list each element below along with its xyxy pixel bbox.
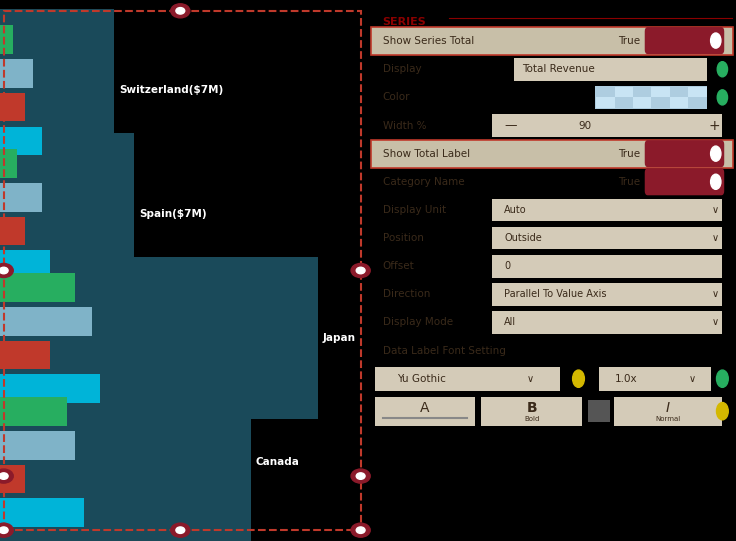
Text: 0: 0 — [504, 261, 510, 271]
Text: A: A — [420, 401, 430, 415]
Bar — [0, 59, 33, 88]
Text: Display Mode: Display Mode — [383, 318, 453, 327]
Bar — [0, 183, 42, 212]
Text: ∨: ∨ — [712, 318, 719, 327]
FancyBboxPatch shape — [645, 168, 724, 195]
Bar — [0, 431, 75, 459]
Text: Bold: Bold — [524, 415, 539, 422]
FancyBboxPatch shape — [492, 255, 722, 278]
Bar — [0, 465, 25, 493]
FancyBboxPatch shape — [514, 58, 707, 81]
Text: Color: Color — [383, 93, 410, 102]
Text: +: + — [708, 118, 720, 133]
FancyBboxPatch shape — [588, 400, 609, 422]
Text: Width %: Width % — [383, 121, 426, 130]
FancyBboxPatch shape — [0, 381, 251, 541]
FancyBboxPatch shape — [633, 97, 651, 108]
FancyBboxPatch shape — [599, 367, 711, 391]
Circle shape — [716, 403, 729, 420]
Bar — [0, 93, 25, 121]
Bar — [0, 307, 92, 335]
Text: True: True — [618, 177, 640, 187]
Text: —: — — [504, 119, 517, 132]
Bar — [0, 341, 50, 370]
FancyBboxPatch shape — [688, 87, 707, 97]
FancyBboxPatch shape — [371, 140, 733, 168]
Text: Offset: Offset — [383, 261, 414, 271]
FancyBboxPatch shape — [645, 140, 724, 167]
Text: SERIES: SERIES — [383, 17, 426, 27]
Text: Total Revenue: Total Revenue — [523, 64, 595, 74]
Text: 1.0x: 1.0x — [615, 374, 637, 384]
FancyBboxPatch shape — [492, 311, 722, 334]
FancyBboxPatch shape — [375, 397, 475, 426]
FancyBboxPatch shape — [0, 257, 318, 419]
Bar — [0, 127, 42, 155]
FancyBboxPatch shape — [595, 86, 707, 109]
FancyBboxPatch shape — [645, 27, 724, 54]
Text: ∨: ∨ — [712, 233, 719, 243]
Text: Show Series Total: Show Series Total — [383, 36, 474, 45]
Text: Japan: Japan — [323, 333, 355, 343]
FancyBboxPatch shape — [492, 283, 722, 306]
Text: Direction: Direction — [383, 289, 430, 299]
Circle shape — [710, 33, 721, 48]
Text: ∨: ∨ — [712, 289, 719, 299]
Text: Outside: Outside — [504, 233, 542, 243]
FancyBboxPatch shape — [615, 87, 633, 97]
FancyBboxPatch shape — [492, 199, 722, 221]
Text: Spain($7M): Spain($7M) — [139, 209, 207, 219]
Circle shape — [717, 62, 727, 77]
Text: Display: Display — [383, 64, 421, 74]
Text: Parallel To Value Axis: Parallel To Value Axis — [504, 289, 606, 299]
Text: 90: 90 — [578, 121, 592, 130]
Circle shape — [717, 90, 727, 105]
Circle shape — [716, 370, 729, 387]
Text: Data Label Font Setting: Data Label Font Setting — [383, 346, 506, 355]
Text: Canada: Canada — [256, 457, 300, 467]
FancyBboxPatch shape — [481, 397, 582, 426]
FancyBboxPatch shape — [651, 87, 670, 97]
Circle shape — [710, 146, 721, 161]
Text: Display Unit: Display Unit — [383, 205, 446, 215]
Bar — [0, 374, 100, 403]
Text: Normal: Normal — [655, 415, 681, 422]
Text: True: True — [618, 149, 640, 159]
Text: I: I — [666, 401, 670, 415]
FancyBboxPatch shape — [371, 27, 733, 55]
Text: B: B — [526, 401, 537, 415]
Text: ∨: ∨ — [712, 205, 719, 215]
Circle shape — [573, 370, 584, 387]
Text: Show Total Label: Show Total Label — [383, 149, 470, 159]
FancyBboxPatch shape — [670, 97, 688, 108]
Text: Auto: Auto — [504, 205, 527, 215]
Text: Category Name: Category Name — [383, 177, 464, 187]
Text: ∨: ∨ — [688, 374, 696, 384]
FancyBboxPatch shape — [492, 114, 722, 137]
Text: ∨: ∨ — [526, 374, 534, 384]
FancyBboxPatch shape — [375, 367, 560, 391]
Circle shape — [710, 174, 721, 189]
Bar — [0, 498, 84, 527]
FancyBboxPatch shape — [0, 133, 134, 295]
Text: Yu Gothic: Yu Gothic — [397, 374, 446, 384]
Bar — [0, 217, 25, 246]
FancyBboxPatch shape — [614, 397, 722, 426]
Bar — [0, 250, 50, 279]
Text: Switzerland($7M): Switzerland($7M) — [118, 85, 223, 95]
Bar — [0, 397, 67, 426]
FancyBboxPatch shape — [492, 227, 722, 249]
Bar — [0, 149, 17, 178]
Bar — [0, 25, 13, 54]
FancyBboxPatch shape — [596, 97, 615, 108]
Text: True: True — [618, 36, 640, 45]
Text: All: All — [504, 318, 516, 327]
Bar — [0, 273, 75, 302]
Text: Position: Position — [383, 233, 424, 243]
FancyBboxPatch shape — [0, 9, 114, 171]
